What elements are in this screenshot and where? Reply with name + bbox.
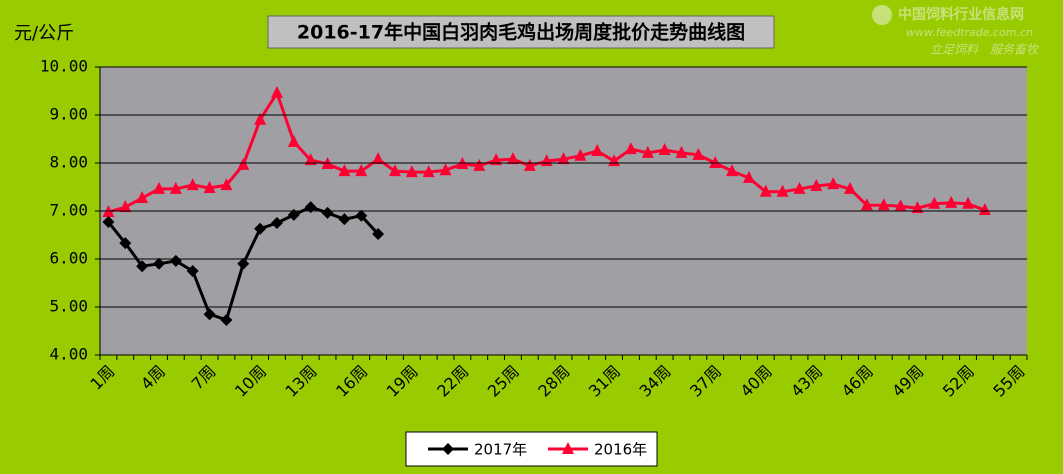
point [119, 200, 132, 213]
watermark-url: www.feedtrade.com.cn [906, 26, 1033, 39]
point [793, 181, 806, 194]
point [911, 201, 924, 214]
point [304, 153, 317, 166]
point [355, 164, 368, 177]
point [270, 217, 283, 229]
point [641, 145, 654, 158]
point [270, 85, 283, 98]
watermark-name: 中国饲料行业信息网 [898, 6, 1024, 23]
point [287, 134, 300, 147]
point [742, 170, 755, 183]
point [827, 177, 840, 190]
title-box [267, 15, 775, 49]
point [523, 158, 536, 171]
point [557, 152, 570, 165]
point [810, 179, 823, 192]
point [304, 201, 317, 214]
point [355, 209, 368, 222]
point [574, 148, 587, 161]
chart-title: 2016-17年中国白羽肉毛鸡出场周度批价走势曲线图 [297, 21, 745, 44]
legend-label: 2017年 [474, 441, 527, 459]
point [591, 144, 604, 156]
point [102, 216, 115, 229]
point [220, 178, 233, 191]
point [506, 152, 519, 165]
point [422, 165, 435, 178]
y-tick-label: 8.00 [49, 153, 88, 172]
point [860, 198, 873, 211]
y-tick-label: 4.00 [49, 345, 88, 364]
point [119, 237, 132, 250]
point [237, 257, 250, 270]
point [220, 313, 233, 326]
point [709, 156, 722, 168]
point [186, 178, 199, 191]
point [169, 181, 182, 194]
point [844, 181, 857, 194]
point [254, 112, 267, 125]
point [169, 254, 182, 267]
point [203, 308, 216, 321]
point [624, 142, 637, 155]
point [203, 180, 216, 193]
point [928, 196, 941, 209]
point [136, 260, 149, 273]
y-axis-label: 元/公斤 [14, 23, 74, 44]
point [152, 181, 165, 194]
legend-label: 2016年 [594, 441, 647, 459]
point [894, 199, 907, 212]
point [372, 152, 385, 165]
point [877, 198, 890, 211]
point [776, 184, 789, 197]
y-tick-label: 7.00 [49, 201, 88, 220]
point [237, 157, 250, 170]
y-tick-label: 10.00 [40, 57, 88, 76]
point [675, 145, 688, 158]
point [405, 165, 418, 178]
point [442, 443, 454, 455]
point [186, 265, 199, 277]
point [978, 203, 991, 216]
watermark-logo [872, 5, 892, 25]
point [321, 206, 334, 219]
legend-box [405, 431, 658, 467]
point [692, 147, 705, 160]
point [759, 184, 772, 197]
point [388, 164, 401, 177]
point [338, 213, 351, 226]
point [490, 153, 503, 166]
point [439, 163, 452, 176]
point [945, 195, 958, 208]
plot [102, 85, 991, 326]
point [338, 164, 351, 177]
point [726, 164, 739, 177]
point [562, 442, 574, 454]
y-tick-label: 6.00 [49, 249, 88, 268]
y-tick-label: 9.00 [49, 105, 88, 124]
point [152, 257, 165, 270]
y-tick-label: 5.00 [49, 297, 88, 316]
point [473, 158, 486, 171]
point [658, 143, 671, 156]
point [962, 196, 975, 209]
watermark-slogan: 立足饲料 服务畜牧 [930, 43, 1040, 57]
point [254, 222, 267, 235]
point [136, 191, 149, 204]
point [372, 228, 385, 241]
point [287, 208, 300, 221]
